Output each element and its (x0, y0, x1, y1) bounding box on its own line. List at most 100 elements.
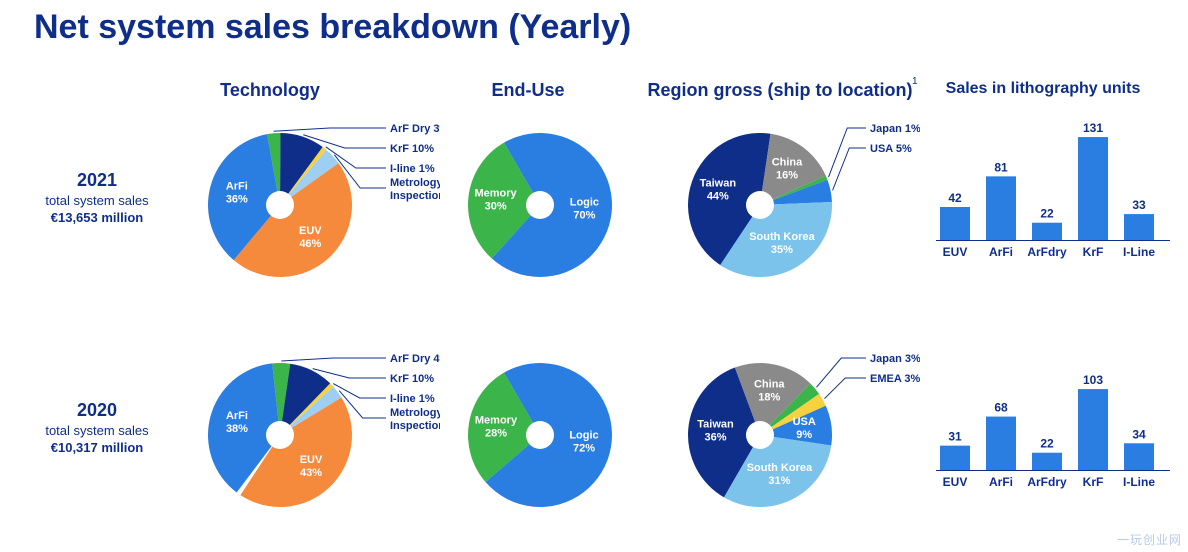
svg-text:103: 103 (1083, 373, 1103, 387)
svg-text:18%: 18% (758, 391, 780, 403)
svg-text:Logic: Logic (569, 429, 598, 441)
svg-text:31%: 31% (768, 475, 790, 487)
watermark: 一玩创业网 (1117, 531, 1182, 548)
svg-text:22: 22 (1040, 207, 1054, 221)
svg-text:Memory: Memory (475, 187, 518, 199)
svg-text:EUV: EUV (300, 454, 323, 466)
svg-text:33: 33 (1132, 198, 1146, 212)
svg-text:72%: 72% (573, 442, 595, 454)
svg-text:31: 31 (948, 430, 962, 444)
subtitle: total system sales (22, 193, 172, 208)
svg-text:ArFdry: ArFdry (1027, 475, 1067, 489)
svg-text:ArFdry: ArFdry (1027, 245, 1067, 259)
svg-text:KrF 10%: KrF 10% (390, 373, 434, 385)
svg-text:46%: 46% (299, 238, 321, 250)
svg-text:South Korea: South Korea (747, 462, 813, 474)
svg-text:I-line 1%: I-line 1% (390, 393, 435, 405)
svg-text:South Korea: South Korea (749, 231, 815, 243)
svg-text:I-line 1%: I-line 1% (390, 163, 435, 175)
year: 2021 (22, 170, 172, 191)
region-chart-2020: Taiwan36% China18% Japan 3% EMEA 3% USA9% Sou… (660, 340, 920, 535)
svg-text:Japan 1%: Japan 1% (870, 123, 920, 135)
svg-text:81: 81 (994, 160, 1008, 174)
svg-text:Inspection 3%: Inspection 3% (390, 420, 440, 432)
bars-chart-2020: 31EUV68ArFi22ArFdry103KrF34I-Line (930, 350, 1170, 515)
region-donut-2020: Taiwan36% China18% Japan 3% EMEA 3% USA9% Sou… (660, 340, 920, 530)
svg-text:China: China (754, 378, 785, 390)
svg-text:Metrology &: Metrology & (390, 407, 440, 419)
svg-text:30%: 30% (485, 200, 507, 212)
svg-text:Taiwan: Taiwan (700, 177, 737, 189)
bar-arfdry (1032, 453, 1062, 470)
tech-chart-2021: ArFi36% ArF Dry 3% KrF 10% I-line 1% Metrolo… (180, 110, 440, 305)
svg-text:China: China (772, 156, 803, 168)
svg-text:EUV: EUV (943, 245, 968, 259)
svg-text:36%: 36% (226, 194, 248, 206)
svg-text:Logic: Logic (570, 197, 599, 209)
svg-text:USA 5%: USA 5% (870, 143, 912, 155)
region-chart-2021: Taiwan44% China16% Japan 1% USA 5% South Kor… (660, 110, 920, 305)
bar-euv (940, 207, 970, 240)
amount: €13,653 million (22, 210, 172, 225)
col-title-region: Region gross (ship to location) (630, 80, 930, 101)
page: Net system sales breakdown (Yearly) Tech… (0, 0, 1188, 552)
svg-text:KrF 10%: KrF 10% (390, 143, 434, 155)
bar-i-line (1124, 214, 1154, 240)
row-label-2020: 2020 total system sales €10,317 million (22, 400, 172, 455)
svg-text:35%: 35% (771, 244, 793, 256)
svg-text:ArF Dry 3%: ArF Dry 3% (390, 123, 440, 135)
svg-text:KrF: KrF (1083, 245, 1104, 259)
bar-krf (1078, 389, 1108, 470)
svg-text:131: 131 (1083, 121, 1103, 135)
svg-text:Japan 3%: Japan 3% (870, 353, 920, 365)
col-title-bars: Sales in lithography units (928, 80, 1158, 98)
bars-2021: 42 EUV 81 ArFi 22 ArFdry 131 KrF 33 I-Line (930, 120, 1170, 280)
svg-text:68: 68 (994, 401, 1008, 415)
bars-2020: 31EUV68ArFi22ArFdry103KrF34I-Line (930, 350, 1170, 510)
svg-text:Memory: Memory (475, 415, 518, 427)
svg-text:36%: 36% (705, 431, 727, 443)
tech-chart-2020: ArFi38% ArF Dry 4% KrF 10% I-line 1% Metrolo… (180, 340, 440, 535)
svg-text:9%: 9% (796, 429, 812, 441)
svg-text:38%: 38% (226, 423, 248, 435)
col-title-tech: Technology (210, 80, 330, 101)
svg-text:16%: 16% (776, 169, 798, 181)
svg-text:44%: 44% (707, 190, 729, 202)
bar-i-line (1124, 443, 1154, 470)
svg-text:USA: USA (793, 416, 816, 428)
bar-arfdry (1032, 223, 1062, 240)
svg-text:ArFi: ArFi (989, 245, 1013, 259)
amount: €10,317 million (22, 440, 172, 455)
svg-text:22: 22 (1040, 437, 1054, 451)
svg-text:KrF: KrF (1083, 475, 1104, 489)
svg-text:Taiwan: Taiwan (697, 418, 734, 430)
svg-text:I-Line: I-Line (1123, 245, 1155, 259)
svg-text:Metrology &: Metrology & (390, 177, 440, 189)
svg-text:34: 34 (1132, 427, 1146, 441)
row-label-2021: 2021 total system sales €13,653 million (22, 170, 172, 225)
subtitle: total system sales (22, 423, 172, 438)
svg-text:ArFi: ArFi (226, 410, 248, 422)
bar-krf (1078, 137, 1108, 240)
bars-chart-2021: 42 EUV 81 ArFi 22 ArFdry 131 KrF 33 I-Line (930, 120, 1170, 285)
bar-arfi (986, 417, 1016, 470)
svg-text:43%: 43% (300, 467, 322, 479)
svg-text:70%: 70% (573, 210, 595, 222)
svg-text:ArF Dry 4%: ArF Dry 4% (390, 353, 440, 365)
year: 2020 (22, 400, 172, 421)
tech-donut-2020: ArFi38% ArF Dry 4% KrF 10% I-line 1% Metrolo… (180, 340, 440, 530)
bar-arfi (986, 176, 1016, 240)
svg-text:EMEA 3%: EMEA 3% (870, 373, 920, 385)
svg-text:ArFi: ArFi (226, 181, 248, 193)
bar-euv (940, 446, 970, 470)
svg-text:EUV: EUV (299, 225, 322, 237)
svg-text:EUV: EUV (943, 475, 968, 489)
svg-text:42: 42 (948, 191, 962, 205)
col-title-enduse: End-Use (478, 80, 578, 101)
region-donut-2021: Taiwan44% China16% Japan 1% USA 5% South Kor… (660, 110, 920, 300)
svg-text:Inspection 4%: Inspection 4% (390, 190, 440, 202)
tech-donut-2021: ArFi36% ArF Dry 3% KrF 10% I-line 1% Metrolo… (180, 110, 440, 300)
svg-text:28%: 28% (485, 428, 507, 440)
svg-text:ArFi: ArFi (989, 475, 1013, 489)
region-footnote: 1 (912, 76, 918, 87)
